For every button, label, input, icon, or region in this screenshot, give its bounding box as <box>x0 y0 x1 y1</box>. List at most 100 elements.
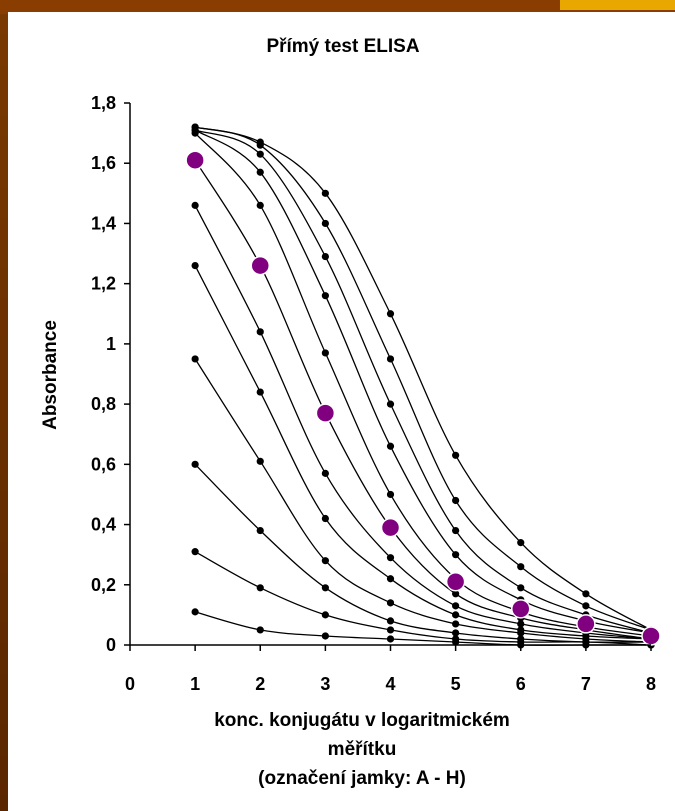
data-point <box>256 626 264 634</box>
x-tick-label: 6 <box>516 674 526 694</box>
data-point <box>386 442 395 450</box>
y-tick-label: 0,8 <box>91 394 116 414</box>
data-point <box>321 349 329 357</box>
data-point <box>452 551 460 559</box>
x-tick-labels: 0 1 2 3 4 5 6 7 8 <box>125 645 656 694</box>
y-tick-label: 1 <box>106 334 116 354</box>
data-point <box>191 355 199 363</box>
data-point <box>452 526 460 535</box>
highlighted-point <box>576 614 596 634</box>
y-tick-label: 1,2 <box>91 274 116 294</box>
data-point <box>256 201 264 209</box>
data-point <box>321 632 329 640</box>
data-point <box>191 201 199 209</box>
data-point <box>452 629 460 637</box>
data-point <box>386 355 395 363</box>
data-point <box>386 599 395 607</box>
data-point <box>386 575 395 583</box>
data-point <box>517 563 525 571</box>
data-point <box>386 617 395 625</box>
data-point <box>191 548 199 556</box>
data-point <box>386 490 395 499</box>
highlighted-point <box>511 599 531 619</box>
data-point <box>452 620 460 628</box>
y-tick-label: 0,4 <box>91 515 116 535</box>
data-point <box>256 526 264 535</box>
x-tick-label: 3 <box>320 674 330 694</box>
highlighted-point <box>380 517 401 538</box>
data-point <box>386 635 395 643</box>
series-line-1 <box>194 126 652 631</box>
y-axis-label: Absorbance <box>40 320 61 430</box>
data-point <box>452 590 460 598</box>
series-line-8 <box>194 265 652 640</box>
x-tick-label: 7 <box>581 674 591 694</box>
slide-top-accent <box>560 0 675 10</box>
data-point <box>256 150 264 158</box>
data-point <box>386 310 395 318</box>
y-tick-label: 0 <box>106 635 116 655</box>
data-point <box>452 602 460 610</box>
x-axis-label-line-3: (označení jamky: A - H) <box>258 768 466 789</box>
data-point <box>452 638 460 646</box>
data-point <box>517 620 525 628</box>
data-point <box>582 590 590 598</box>
data-point <box>386 626 395 634</box>
data-point <box>452 451 460 459</box>
x-axis-label-line-1: konc. konjugátu v logaritmickém <box>214 710 510 731</box>
data-point <box>517 629 525 637</box>
highlighted-point <box>445 572 466 592</box>
highlighted-point <box>250 255 270 276</box>
data-point <box>452 496 460 505</box>
series-line-3 <box>194 129 652 634</box>
data-point <box>256 388 264 396</box>
data-point <box>321 292 329 300</box>
data-point <box>517 584 525 592</box>
data-point <box>191 608 199 616</box>
y-tick-label: 0,6 <box>91 454 116 474</box>
data-point <box>321 469 329 477</box>
data-point <box>452 611 460 619</box>
chart-panel <box>8 12 675 811</box>
y-tick-label: 1,8 <box>91 93 116 113</box>
data-point <box>517 539 525 547</box>
data-point <box>321 189 329 197</box>
y-tick-label: 1,4 <box>91 213 116 233</box>
highlighted-points <box>185 150 661 646</box>
data-point <box>321 584 329 592</box>
data-point <box>256 328 264 336</box>
x-tick-label: 4 <box>385 674 395 694</box>
highlighted-point <box>315 403 336 423</box>
x-axis-label-line-2: měřítku <box>328 739 397 760</box>
data-point <box>386 400 395 408</box>
data-point <box>321 557 329 565</box>
series-line-4 <box>194 129 652 634</box>
x-tick-label: 1 <box>190 674 200 694</box>
data-point <box>256 457 264 465</box>
slide-top-strip <box>0 0 675 14</box>
series-line-11 <box>194 551 652 646</box>
data-point <box>321 219 329 228</box>
x-tick-label: 5 <box>451 674 461 694</box>
chart-title: Přímý test ELISA <box>266 36 419 57</box>
data-point <box>321 611 329 619</box>
highlighted-point <box>185 150 205 170</box>
data-point <box>321 252 329 261</box>
data-point <box>386 554 395 562</box>
data-point <box>256 584 264 592</box>
highlighted-point <box>641 626 661 646</box>
x-tick-label: 8 <box>646 674 656 694</box>
series-line-2 <box>194 126 652 631</box>
y-tick-label: 0,2 <box>91 575 116 595</box>
data-point <box>256 141 264 149</box>
data-point <box>191 460 199 468</box>
y-tick-label: 1,6 <box>91 153 116 173</box>
x-tick-label: 2 <box>255 674 265 694</box>
x-tick-label: 0 <box>125 674 135 694</box>
data-point <box>191 129 199 137</box>
data-point <box>321 514 329 523</box>
series-line-5 <box>194 132 652 637</box>
data-point <box>582 602 590 610</box>
y-tick-labels: 0 0,2 0,4 0,6 0,8 1 1,2 1,4 1,6 1,8 <box>91 93 130 655</box>
